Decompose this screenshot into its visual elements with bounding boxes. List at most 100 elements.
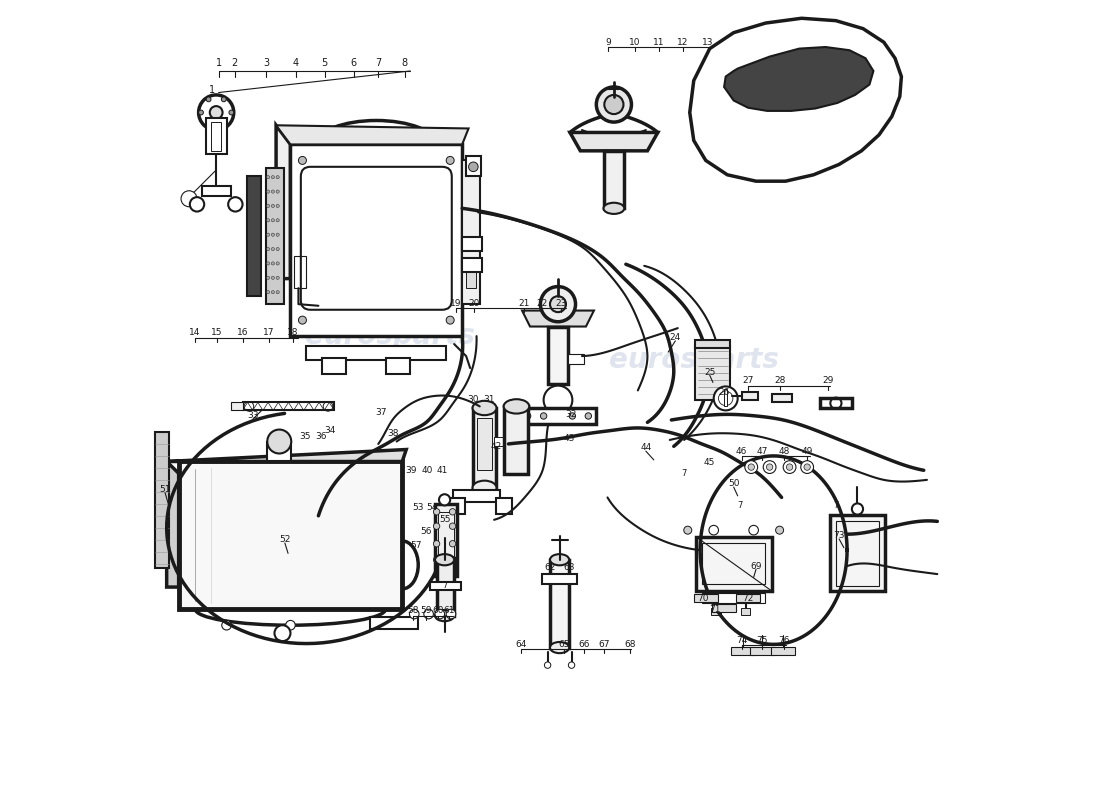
Text: 45: 45 (704, 458, 715, 466)
Circle shape (748, 464, 755, 470)
Bar (246, 176, 261, 296)
Bar (712, 604, 736, 612)
Text: eurosparts: eurosparts (306, 322, 475, 350)
Bar (604, 151, 625, 208)
Bar (452, 490, 500, 502)
Text: 74: 74 (736, 636, 747, 645)
Text: 73: 73 (834, 531, 845, 540)
Circle shape (266, 276, 270, 279)
Ellipse shape (473, 401, 496, 415)
Text: 8: 8 (402, 58, 408, 68)
Text: 12: 12 (676, 38, 689, 46)
Circle shape (763, 461, 776, 474)
Text: 23: 23 (556, 299, 566, 308)
Bar (462, 161, 480, 304)
Circle shape (749, 526, 758, 535)
Text: 43: 43 (563, 434, 575, 443)
Circle shape (684, 526, 692, 534)
Bar (695, 537, 771, 591)
Circle shape (450, 509, 455, 515)
Bar (307, 346, 447, 360)
Text: 62: 62 (544, 563, 556, 572)
Text: 35: 35 (299, 432, 310, 442)
Circle shape (266, 218, 270, 222)
Circle shape (222, 621, 231, 630)
Circle shape (439, 572, 450, 583)
Circle shape (276, 218, 279, 222)
Ellipse shape (434, 554, 454, 566)
Text: 10: 10 (629, 38, 640, 46)
Text: 66: 66 (579, 640, 590, 649)
Text: 5: 5 (321, 58, 328, 68)
Bar (206, 118, 227, 154)
Circle shape (276, 247, 279, 250)
Text: 26: 26 (718, 387, 729, 397)
Bar (820, 398, 851, 408)
Circle shape (272, 233, 275, 236)
Circle shape (409, 610, 419, 619)
Bar (550, 560, 569, 647)
Polygon shape (276, 126, 469, 145)
Text: 40: 40 (421, 466, 432, 474)
Text: 46: 46 (736, 446, 747, 456)
Circle shape (182, 190, 197, 206)
Bar (438, 512, 454, 570)
Circle shape (272, 175, 275, 178)
Bar (242, 402, 334, 410)
Circle shape (540, 413, 547, 419)
Ellipse shape (434, 610, 454, 622)
Text: 61: 61 (443, 606, 455, 615)
Bar (736, 594, 760, 602)
Text: 4: 4 (293, 58, 299, 68)
Text: 9: 9 (605, 38, 612, 46)
Text: eurosparts: eurosparts (608, 346, 779, 374)
Text: 72: 72 (742, 594, 754, 602)
Circle shape (434, 610, 444, 619)
Text: 53: 53 (412, 503, 424, 512)
Text: 32: 32 (565, 410, 576, 419)
Circle shape (276, 175, 279, 178)
Bar (295, 256, 307, 288)
Circle shape (272, 276, 275, 279)
Text: 36: 36 (315, 432, 327, 442)
Circle shape (210, 106, 222, 119)
Text: 25: 25 (704, 367, 715, 377)
Circle shape (585, 413, 592, 419)
Circle shape (266, 247, 270, 250)
Circle shape (221, 97, 227, 102)
Text: 56: 56 (420, 527, 432, 536)
Bar (519, 408, 596, 424)
Circle shape (266, 175, 270, 178)
Text: 31: 31 (484, 395, 495, 405)
Ellipse shape (550, 642, 569, 653)
Bar (732, 646, 756, 654)
Circle shape (229, 110, 233, 115)
Circle shape (776, 526, 783, 534)
Text: 44: 44 (640, 443, 651, 453)
Circle shape (804, 464, 811, 470)
Text: 64: 64 (516, 640, 527, 649)
Circle shape (276, 290, 279, 294)
Text: 27: 27 (742, 376, 754, 386)
Text: 15: 15 (211, 329, 222, 338)
Polygon shape (690, 18, 901, 181)
Circle shape (298, 316, 307, 324)
Bar (568, 354, 583, 364)
Bar (267, 442, 292, 462)
Text: 68: 68 (624, 640, 636, 649)
Circle shape (272, 247, 275, 250)
Circle shape (544, 662, 551, 668)
Text: 48: 48 (779, 446, 790, 456)
Text: 28: 28 (774, 376, 785, 386)
Bar (266, 169, 284, 304)
Circle shape (540, 286, 575, 322)
Bar (466, 157, 481, 176)
Ellipse shape (473, 481, 496, 495)
Text: 70: 70 (697, 594, 710, 602)
Circle shape (206, 123, 211, 128)
Text: 7: 7 (833, 501, 838, 510)
Circle shape (266, 290, 270, 294)
Circle shape (767, 464, 773, 470)
Text: 2: 2 (231, 58, 238, 68)
Circle shape (272, 204, 275, 207)
